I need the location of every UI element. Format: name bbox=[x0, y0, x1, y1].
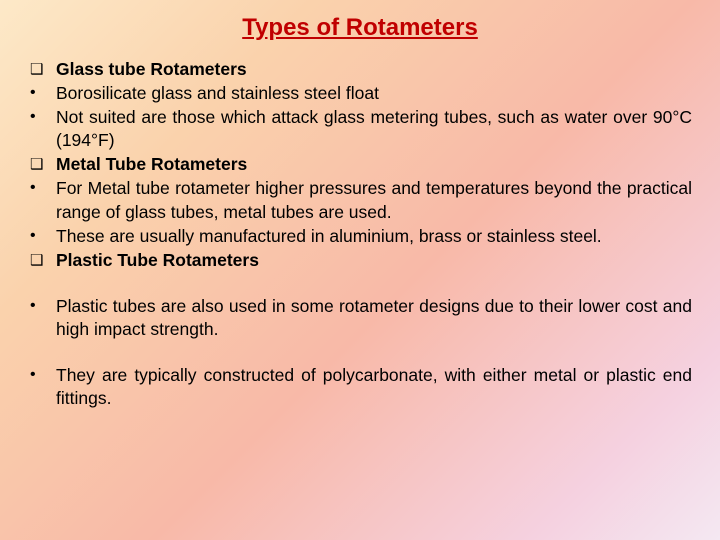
list-item-text: Borosilicate glass and stainless steel f… bbox=[56, 82, 692, 105]
bullet-icon: • bbox=[28, 364, 56, 410]
spacer bbox=[28, 273, 692, 295]
list-item-text: Not suited are those which attack glass … bbox=[56, 106, 692, 152]
list-item: • They are typically constructed of poly… bbox=[28, 364, 692, 410]
list-item: • For Metal tube rotameter higher pressu… bbox=[28, 177, 692, 223]
bullet-icon: • bbox=[28, 82, 56, 105]
list-item-text: They are typically constructed of polyca… bbox=[56, 364, 692, 410]
list-item-text: Metal Tube Rotameters bbox=[56, 153, 692, 176]
list-item: ❑ Plastic Tube Rotameters bbox=[28, 249, 692, 272]
list-item: • These are usually manufactured in alum… bbox=[28, 225, 692, 248]
list-item-text: Plastic tubes are also used in some rota… bbox=[56, 295, 692, 341]
spacer bbox=[28, 342, 692, 364]
slide-title: Types of Rotameters bbox=[28, 14, 692, 42]
list-item: ❑ Metal Tube Rotameters bbox=[28, 153, 692, 176]
list-item: • Not suited are those which attack glas… bbox=[28, 106, 692, 152]
bullet-icon: • bbox=[28, 106, 56, 152]
list-item: • Plastic tubes are also used in some ro… bbox=[28, 295, 692, 341]
square-icon: ❑ bbox=[28, 249, 56, 272]
bullet-icon: • bbox=[28, 225, 56, 248]
slide: Types of Rotameters ❑ Glass tube Rotamet… bbox=[0, 0, 720, 540]
list-item-text: Glass tube Rotameters bbox=[56, 58, 692, 81]
list-item: ❑ Glass tube Rotameters bbox=[28, 58, 692, 81]
bullet-icon: • bbox=[28, 295, 56, 341]
list-item-text: Plastic Tube Rotameters bbox=[56, 249, 692, 272]
square-icon: ❑ bbox=[28, 153, 56, 176]
list-item-text: These are usually manufactured in alumin… bbox=[56, 225, 692, 248]
slide-content: ❑ Glass tube Rotameters • Borosilicate g… bbox=[28, 58, 692, 410]
list-item-text: For Metal tube rotameter higher pressure… bbox=[56, 177, 692, 223]
square-icon: ❑ bbox=[28, 58, 56, 81]
bullet-icon: • bbox=[28, 177, 56, 223]
list-item: • Borosilicate glass and stainless steel… bbox=[28, 82, 692, 105]
